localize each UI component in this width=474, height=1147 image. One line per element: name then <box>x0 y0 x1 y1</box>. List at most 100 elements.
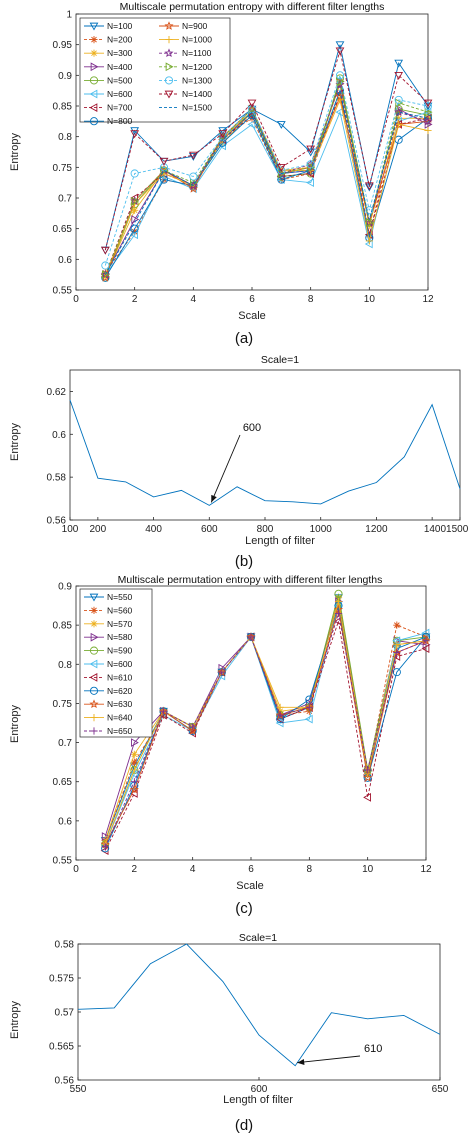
x-tick-label: 200 <box>90 524 107 535</box>
series-line <box>104 597 427 841</box>
annotation-arrowhead <box>297 1058 305 1065</box>
legend-marker <box>164 48 174 58</box>
legend-marker <box>89 22 99 31</box>
series-line <box>77 943 441 1067</box>
data-point <box>131 228 139 236</box>
chart-title: Multiscale permutation entropy with diff… <box>120 1 385 13</box>
data-point <box>423 99 433 108</box>
data-point <box>130 766 138 774</box>
legend-marker <box>89 659 98 669</box>
legend-label: N=640 <box>107 713 133 723</box>
data-point <box>102 270 110 280</box>
data-point <box>335 71 345 80</box>
chart-panel-d: Scale=1 Length of filter Entropy (d) 550… <box>9 932 449 1134</box>
panel-label: (a) <box>235 330 253 347</box>
data-point <box>423 101 433 111</box>
chart-title: Scale=1 <box>261 354 299 366</box>
y-tick-label: 0.7 <box>58 194 72 205</box>
data-point <box>247 99 257 108</box>
x-tick-label: 8 <box>307 864 313 875</box>
data-point <box>188 152 198 161</box>
data-point <box>394 72 404 80</box>
legend-label: N=610 <box>107 672 133 682</box>
data-point <box>219 132 228 142</box>
y-tick-label: 0.565 <box>49 1042 74 1053</box>
x-tick-label: 100 <box>62 524 79 535</box>
data-point <box>394 95 403 104</box>
legend-label: N=600 <box>107 659 133 669</box>
annotation-arrow <box>210 434 241 503</box>
x-tick-label: 12 <box>420 864 432 875</box>
data-point <box>336 80 344 89</box>
series-line <box>104 82 429 275</box>
data-point <box>363 773 373 782</box>
legend-label: N=630 <box>107 699 133 709</box>
data-point <box>365 237 373 245</box>
legend-marker <box>165 62 174 72</box>
legend-label: N=580 <box>107 632 133 642</box>
y-axis-label: Entropy <box>9 705 21 743</box>
data-point <box>421 628 430 638</box>
data-point <box>189 723 197 731</box>
data-point <box>131 206 139 214</box>
x-tick-label: 1000 <box>310 524 333 535</box>
data-point <box>336 96 344 104</box>
legend-marker <box>89 117 99 126</box>
data-point <box>334 598 343 606</box>
legend-label: N=650 <box>107 726 133 736</box>
y-tick-label: 1 <box>66 10 72 21</box>
legend-label: N=1000 <box>182 35 212 45</box>
data-point <box>366 218 374 227</box>
data-point <box>306 148 316 157</box>
y-tick-label: 0.8 <box>58 660 72 671</box>
y-tick-label: 0.75 <box>53 163 73 174</box>
legend-label: N=570 <box>107 619 133 629</box>
x-tick-label: 600 <box>251 1084 268 1095</box>
y-tick-label: 0.56 <box>47 516 67 527</box>
data-point <box>130 230 138 240</box>
x-tick-label: 600 <box>201 524 218 535</box>
data-point <box>335 41 345 50</box>
series-line <box>104 89 429 275</box>
x-axis-label: Scale <box>236 880 264 892</box>
chart-panel-c: Multiscale permutation entropy with diff… <box>9 574 432 917</box>
x-tick-label: 10 <box>362 864 374 875</box>
x-tick-label: 650 <box>432 1084 449 1095</box>
legend-marker <box>90 49 98 57</box>
data-point <box>393 641 401 649</box>
data-point <box>393 621 401 629</box>
data-point <box>188 184 198 193</box>
x-tick-label: 800 <box>257 524 274 535</box>
data-point <box>188 726 198 735</box>
data-point <box>334 609 343 617</box>
data-point <box>130 750 138 758</box>
chart-title: Multiscale permutation entropy with diff… <box>118 574 383 586</box>
x-tick-label: 6 <box>249 294 255 305</box>
data-point <box>365 222 373 230</box>
panel-label: (b) <box>235 553 253 570</box>
series-line <box>104 593 427 845</box>
legend-label: N=600 <box>107 89 133 99</box>
data-point <box>276 711 284 719</box>
legend-marker <box>89 103 98 112</box>
y-tick-label: 0.575 <box>49 974 74 985</box>
data-point <box>422 637 430 645</box>
data-point <box>159 163 169 172</box>
data-point <box>395 104 404 114</box>
data-point <box>395 98 404 108</box>
legend-marker <box>164 21 174 30</box>
annotation-label: 600 <box>243 422 261 434</box>
plot-area <box>69 369 461 521</box>
data-point <box>189 172 198 181</box>
data-point <box>188 151 198 160</box>
data-point <box>218 668 226 676</box>
data-point <box>278 169 286 178</box>
data-point <box>364 182 374 191</box>
y-tick-label: 0.75 <box>53 699 73 710</box>
data-point <box>190 178 198 188</box>
legend-label: N=1500 <box>182 103 212 113</box>
legend-label: N=550 <box>107 592 133 602</box>
data-point <box>395 114 403 122</box>
data-point <box>306 178 314 188</box>
data-point <box>159 707 168 715</box>
